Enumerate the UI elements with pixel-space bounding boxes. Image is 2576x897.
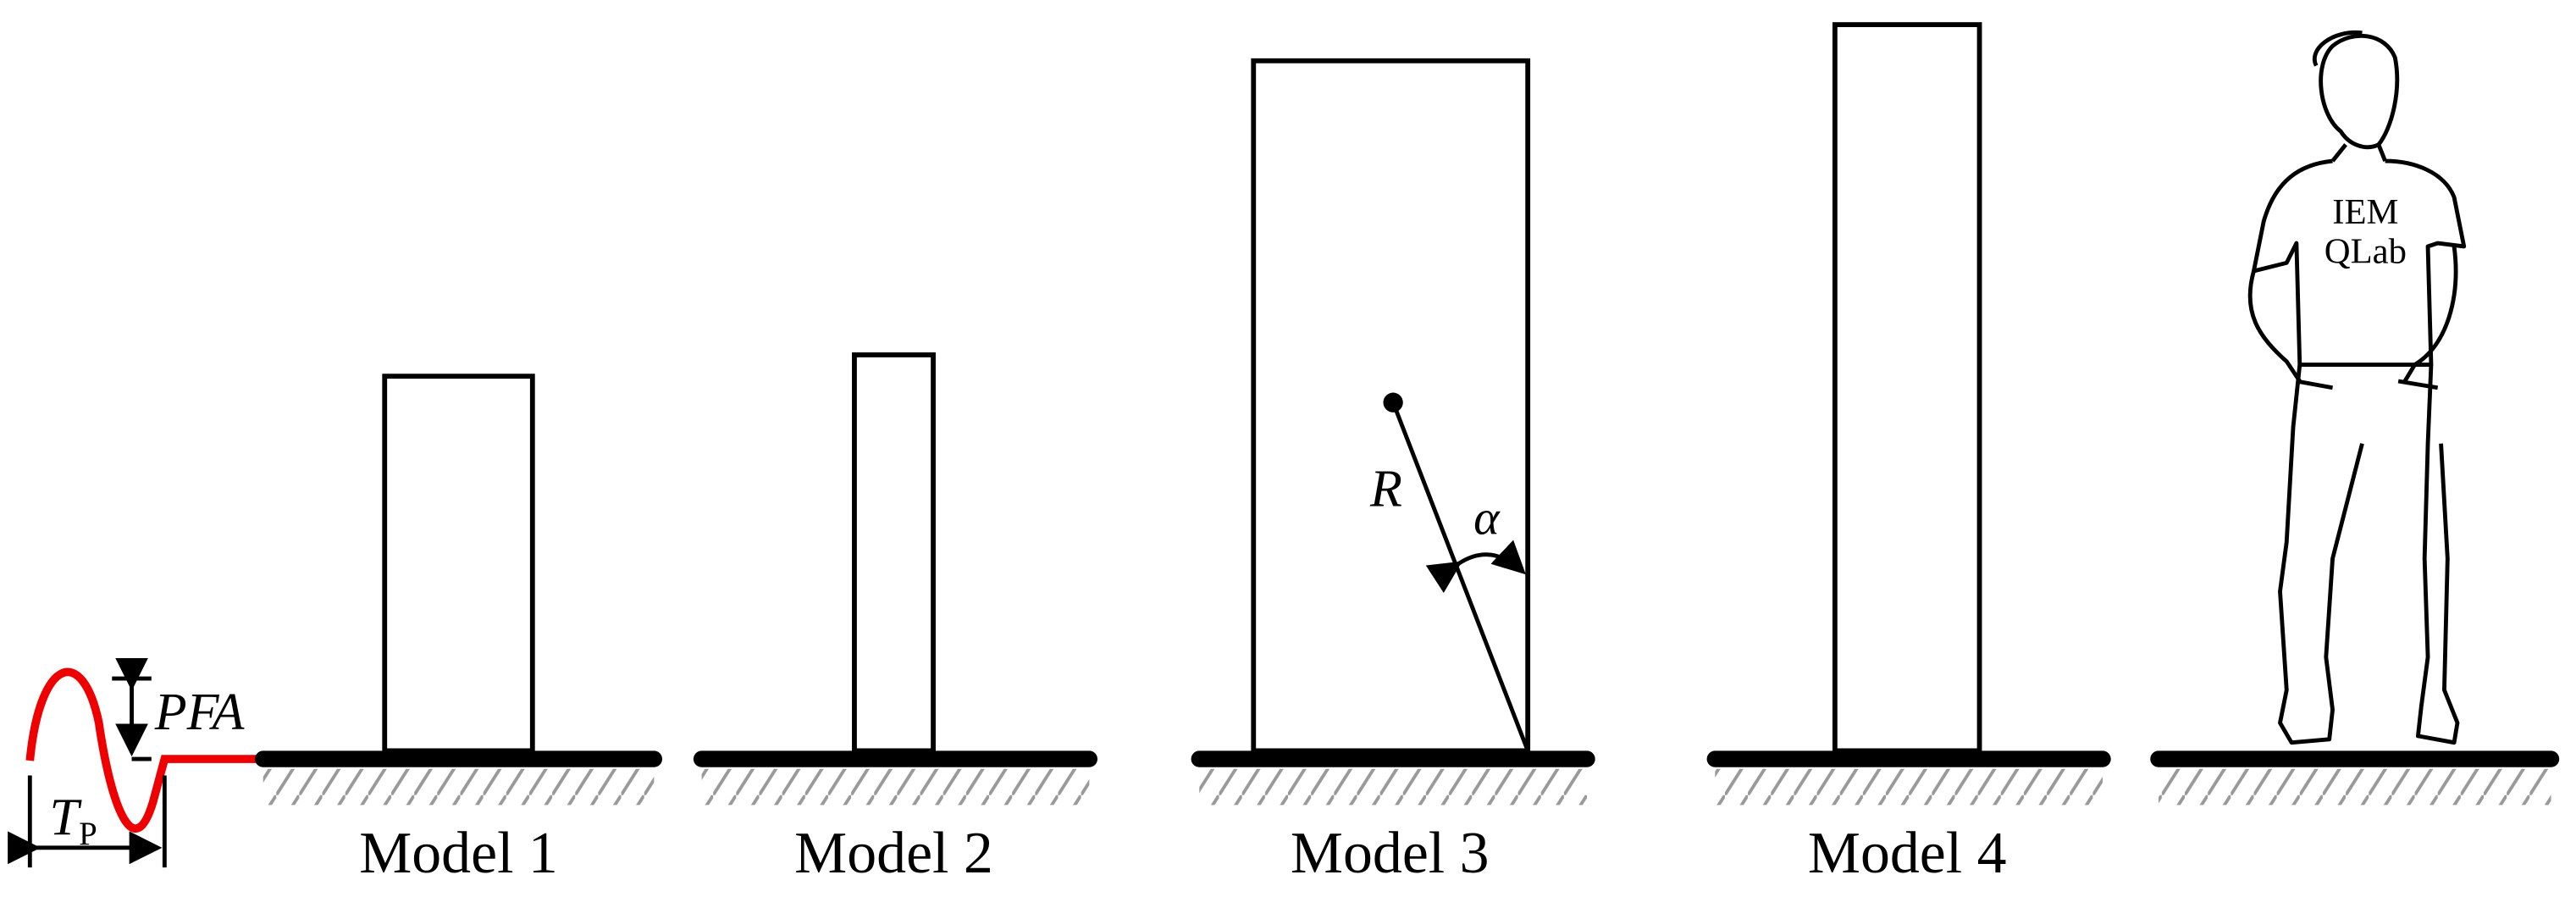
shirt-text: QLab [2324, 231, 2407, 271]
shirt-text: IEM [2332, 192, 2398, 232]
grounds [255, 750, 2560, 806]
pfa-label: PFA [154, 684, 246, 741]
pfa-dimension [112, 657, 152, 761]
model-label: Model 2 [794, 821, 993, 886]
pulse [25, 667, 260, 833]
model-label: Model 1 [359, 821, 558, 886]
model-label: Model 4 [1808, 821, 2007, 886]
angle-arc [1425, 540, 1526, 594]
angle-label: α [1473, 490, 1501, 545]
model-label: Model 3 [1291, 821, 1490, 886]
block-1 [382, 374, 535, 754]
block-3 [1251, 58, 1531, 754]
person [2247, 30, 2467, 745]
radius-label: R [1369, 460, 1402, 518]
radius-line [1390, 401, 1530, 752]
block-2 [852, 352, 936, 754]
period-dimension [8, 775, 167, 868]
period-label: TP [50, 789, 97, 852]
block-4 [1832, 22, 1982, 754]
